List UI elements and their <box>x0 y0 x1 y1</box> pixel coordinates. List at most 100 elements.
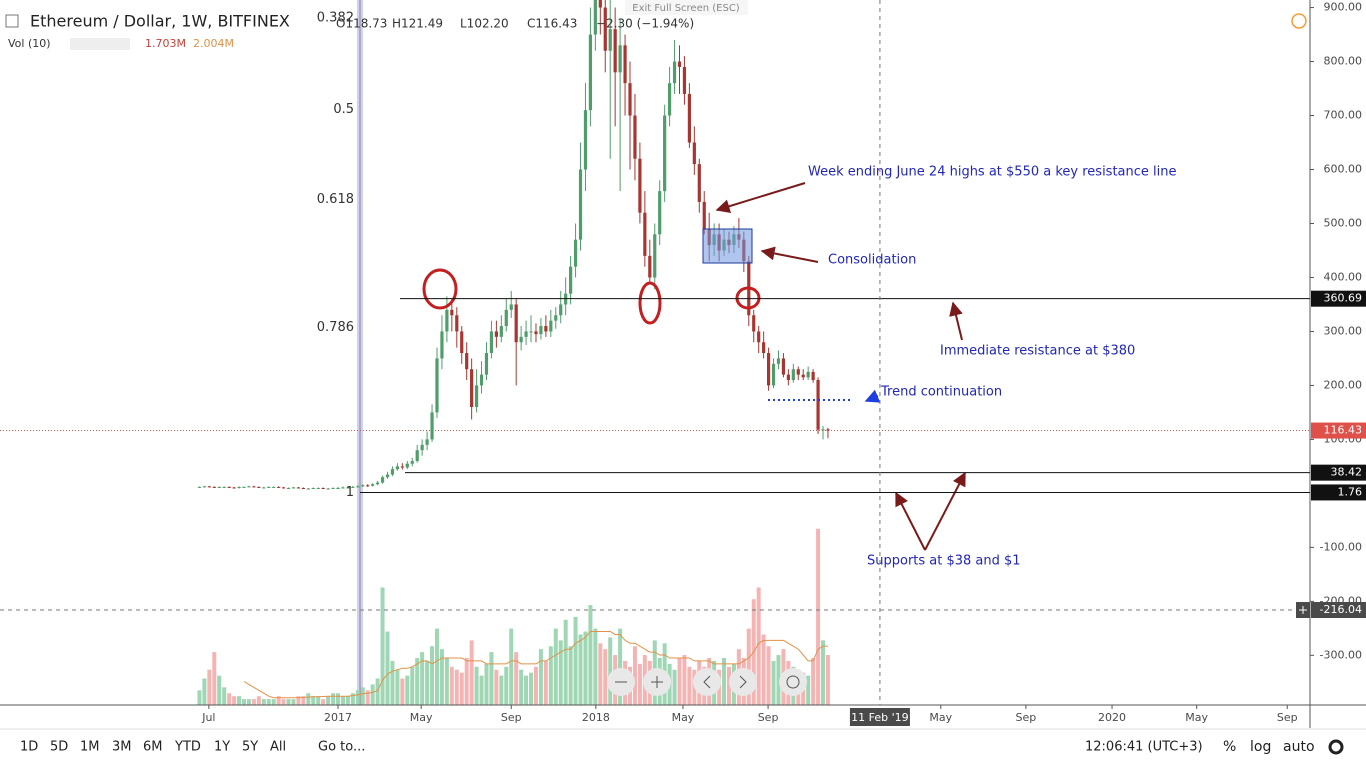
price-badge-label: 360.69 <box>1324 292 1363 305</box>
fullscreen-hint[interactable]: Exit Full Screen (ESC) <box>632 3 740 14</box>
y-tick-label: 600.00 <box>1324 163 1363 176</box>
volume-bar <box>439 649 444 705</box>
alert-icon[interactable] <box>1291 13 1307 29</box>
price-badge-label: 38.42 <box>1331 466 1363 479</box>
arrow <box>895 491 926 551</box>
candle-body <box>301 487 305 489</box>
x-tick-label: 2020 <box>1098 711 1126 724</box>
range-button[interactable]: 1D <box>20 740 38 755</box>
volume-bar <box>588 605 593 705</box>
x-tick-label: Jul <box>201 711 215 724</box>
candle-body <box>435 358 439 413</box>
volume-bar <box>608 637 613 705</box>
volume-bar <box>509 628 514 705</box>
scale-option[interactable]: % <box>1223 739 1236 755</box>
x-tick-label: Sep <box>758 711 779 724</box>
range-button[interactable]: 5Y <box>242 740 258 755</box>
fullscreen-hint-box[interactable] <box>625 0 748 15</box>
candle-body <box>484 353 489 375</box>
arrow <box>760 246 819 263</box>
candle-body <box>207 486 211 488</box>
candle-body <box>410 461 414 464</box>
candle-body <box>648 255 652 278</box>
volume-bar <box>578 634 583 705</box>
candle-body <box>232 487 236 489</box>
fib-label: 1 <box>346 485 354 500</box>
collapse-icon[interactable] <box>5 14 19 28</box>
volume-bar <box>454 669 459 705</box>
candle-body <box>603 7 607 51</box>
candle-body <box>341 487 345 489</box>
volume-bar <box>494 669 499 705</box>
candle-body <box>281 487 286 489</box>
range-button[interactable]: 5D <box>50 740 68 755</box>
zoom-controls <box>607 668 807 696</box>
scroll-right[interactable] <box>729 668 757 696</box>
range-button[interactable]: 1Y <box>214 740 230 755</box>
candle-body <box>222 486 226 488</box>
candle-body <box>643 212 647 256</box>
candle-body <box>569 266 573 294</box>
annotation: Supports at $38 and $1 <box>867 554 1021 569</box>
candle-body <box>786 374 790 381</box>
last-price-label: 116.43 <box>1324 424 1363 437</box>
candle-body <box>445 309 449 332</box>
candle-body <box>212 486 216 488</box>
scroll-left[interactable] <box>693 668 721 696</box>
range-button[interactable]: 3M <box>112 740 132 755</box>
volume-bar <box>380 587 385 705</box>
volume-bar <box>618 628 623 705</box>
scale-option[interactable]: log <box>1250 739 1271 755</box>
candle-body <box>762 342 766 354</box>
candle-body <box>559 304 563 316</box>
volume-bar <box>217 675 222 705</box>
range-button[interactable]: All <box>270 740 286 755</box>
volume-bar <box>237 696 242 705</box>
clock: 12:06:41 (UTC+3) <box>1085 740 1203 755</box>
y-tick-label: 800.00 <box>1324 55 1363 68</box>
y-tick-label: -300.00 <box>1320 648 1362 661</box>
settings-icon[interactable] <box>1328 739 1344 755</box>
candle-body <box>267 486 271 488</box>
candle-body <box>227 486 231 488</box>
volume-bar <box>529 672 534 705</box>
volume-bar <box>583 631 588 705</box>
fib-label: 0.382 <box>317 10 354 25</box>
candle-body <box>811 371 815 381</box>
circle-mark <box>638 281 662 325</box>
volume-bar <box>276 696 281 705</box>
range-button[interactable]: 1M <box>80 740 100 755</box>
range-button[interactable]: YTD <box>174 740 201 755</box>
volume-bar <box>573 616 578 705</box>
crosshair-x-label: 11 Feb '19 <box>851 711 909 724</box>
range-button[interactable]: 6M <box>143 740 163 755</box>
volume-bar <box>251 699 256 705</box>
volume-bar <box>632 646 637 705</box>
volume-bar <box>434 628 439 705</box>
goto[interactable]: Go to... <box>318 740 365 755</box>
reset[interactable] <box>779 668 807 696</box>
ohlc: O118.73 <box>336 17 387 31</box>
volume-bar <box>746 628 751 705</box>
volume-bar <box>345 696 350 705</box>
consolidation-box <box>702 228 753 264</box>
scale-option[interactable]: auto <box>1283 739 1315 755</box>
volume-bar <box>241 699 246 705</box>
circle-mark <box>422 268 458 310</box>
x-tick-label: 2017 <box>324 711 352 724</box>
candle-body <box>380 477 385 483</box>
volume-bar <box>296 696 301 705</box>
candle-body <box>277 486 281 488</box>
arrow <box>715 182 806 213</box>
volume-bar <box>266 699 271 705</box>
volume-bar <box>301 696 306 705</box>
indicator-icons[interactable] <box>70 38 130 50</box>
volume-bar <box>385 631 390 705</box>
volume-bar <box>212 652 217 705</box>
volume-bar <box>825 654 830 705</box>
candle-body <box>296 487 301 489</box>
icon <box>703 675 711 689</box>
candle-body <box>376 482 380 485</box>
volume-bar <box>603 649 608 705</box>
